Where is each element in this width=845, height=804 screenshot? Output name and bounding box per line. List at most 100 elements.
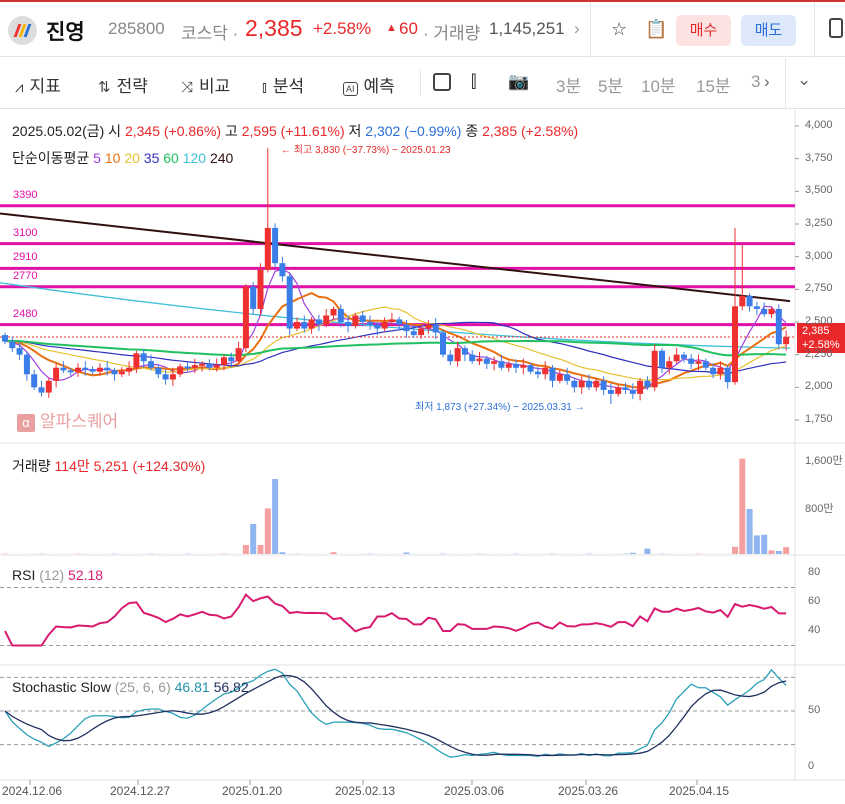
candle-body [67, 370, 74, 373]
candle-body [410, 331, 417, 336]
candle-body [191, 365, 198, 368]
ma-label: 단순이동평균 [12, 150, 90, 166]
candle-body [447, 354, 454, 362]
stoch-d-line [4, 674, 787, 757]
candle-body [235, 348, 242, 362]
divider [590, 2, 591, 57]
candle-body [717, 367, 724, 375]
candle-body [637, 380, 644, 394]
candle-body [702, 361, 709, 368]
candle-body [286, 276, 293, 329]
square-draw-icon[interactable] [433, 73, 451, 91]
y-tick-label: 2,000 [805, 380, 833, 393]
ma20: 20 [124, 150, 140, 166]
timeframe-30min[interactable]: 3 [751, 72, 761, 91]
volume-pane-value: 114만 5,251 (+124.30%) [54, 458, 206, 474]
candle-body [783, 337, 790, 345]
x-tick-label: 2025.03.26 [558, 784, 619, 798]
star-icon[interactable]: ☆ [611, 19, 628, 39]
candle-body [184, 366, 191, 369]
volume-bar [330, 552, 337, 554]
candle-body [673, 354, 680, 362]
x-tick-label: 2025.02.13 [335, 784, 396, 798]
timeframe-15min[interactable]: 15분 [696, 77, 731, 96]
divider [785, 58, 786, 109]
candle-body [761, 308, 768, 315]
watermark-text: 알파스퀘어 [40, 412, 119, 431]
candle-body [753, 306, 760, 309]
strategy-button[interactable]: ⇅ 전략 [98, 72, 148, 97]
info-date: 2025.05.02(금) [12, 123, 105, 139]
candle-body [461, 348, 468, 355]
candle-body [659, 350, 665, 368]
candle-body [710, 367, 717, 375]
candle-body [651, 350, 658, 388]
candle-body [75, 367, 81, 372]
compare-label: 비교 [199, 77, 231, 96]
y-tick-label: 3,500 [805, 184, 833, 197]
scroll-right-icon[interactable]: › [764, 72, 770, 91]
change-percent: +2.58% [313, 19, 372, 38]
candle-body [279, 263, 286, 277]
volume-tick: 1,600만 [805, 455, 843, 467]
candle-body [367, 322, 373, 325]
support-line-label: 2480 [13, 307, 38, 320]
panel-icon[interactable] [829, 18, 843, 38]
candle-body [111, 370, 118, 375]
market: 코스닥 · [181, 24, 239, 43]
price-chart[interactable] [0, 110, 845, 804]
buy-button[interactable]: 매수 [676, 15, 731, 46]
y-tick-label: 4,000 [805, 119, 833, 131]
candle-body [440, 332, 446, 355]
rsi-tick: 40 [808, 624, 821, 636]
ai-icon: AI [343, 82, 358, 96]
timeframe-5min[interactable]: 5분 [598, 77, 624, 96]
camera-icon[interactable]: 📷 [508, 72, 530, 91]
predict-button[interactable]: AI 예측 [343, 72, 395, 97]
candle-body [177, 366, 184, 375]
candle-body [9, 341, 16, 349]
rsi-tick: 60 [808, 595, 821, 607]
candle-body [644, 380, 651, 388]
indicator-button[interactable]: ⩘ 지표 [15, 72, 61, 97]
candle-body [264, 227, 271, 270]
candle-body [118, 371, 125, 375]
candle-body [162, 374, 169, 380]
volume-tick: 800만 [805, 503, 834, 515]
ma120-line [0, 282, 791, 349]
ma5: 5 [93, 150, 101, 166]
candle-body [418, 328, 425, 336]
compare-button[interactable]: ⤨ 비교 [181, 72, 230, 97]
strategy-icon: ⇅ [98, 79, 111, 96]
stoch-tick: 0 [808, 760, 815, 772]
volume-bar [403, 552, 410, 554]
candle-body [454, 348, 461, 362]
rsi-label: RSI [12, 567, 36, 583]
close-value: 2,385 (+2.58%) [482, 123, 579, 139]
predict-label: 예측 [363, 77, 395, 96]
timeframe-3min[interactable]: 3분 [556, 77, 582, 96]
sell-button[interactable]: 매도 [741, 15, 796, 46]
clipboard-icon[interactable]: 📋 [645, 19, 668, 39]
chevron-down-icon[interactable]: ⌄ [797, 70, 812, 89]
candle-body [359, 315, 366, 323]
y-tick-label: 3,750 [805, 151, 833, 164]
candlestick-icon[interactable]: ⫿ [471, 72, 477, 91]
stoch-param: (25, 6, 6) [114, 679, 171, 695]
candle-body [250, 286, 257, 309]
candle-body [345, 322, 352, 326]
candle-body [739, 295, 746, 307]
candle-body [396, 319, 403, 325]
ma60-line [4, 339, 787, 357]
x-tick-label: 2025.03.06 [444, 784, 505, 798]
chevron-right-icon[interactable]: › [574, 19, 580, 38]
timeframe-10min[interactable]: 10분 [641, 77, 676, 96]
rsi-line [4, 593, 787, 647]
volume-bar [644, 548, 651, 554]
open-value: 2,345 (+0.86%) [124, 123, 222, 139]
candle-body [323, 315, 330, 325]
candle-body [221, 357, 227, 366]
candle-body [768, 308, 775, 315]
candle-body [155, 367, 162, 375]
analysis-button[interactable]: ⫾ 분석 [262, 72, 304, 97]
